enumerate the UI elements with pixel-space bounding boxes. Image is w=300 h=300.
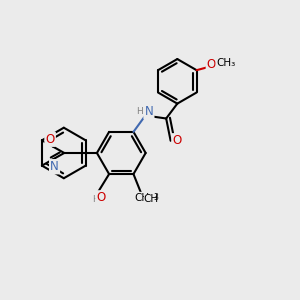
Text: O: O (172, 134, 182, 147)
Text: CH: CH (144, 194, 159, 204)
Text: O: O (207, 58, 216, 71)
Text: N: N (50, 160, 59, 173)
Text: H: H (92, 195, 99, 204)
Text: CH₃: CH₃ (217, 58, 236, 68)
Text: N: N (145, 106, 153, 118)
Text: O: O (46, 133, 55, 146)
Text: O: O (96, 191, 106, 204)
Text: CH₃: CH₃ (134, 193, 154, 203)
Text: H: H (136, 106, 143, 116)
Text: 3: 3 (154, 193, 159, 202)
